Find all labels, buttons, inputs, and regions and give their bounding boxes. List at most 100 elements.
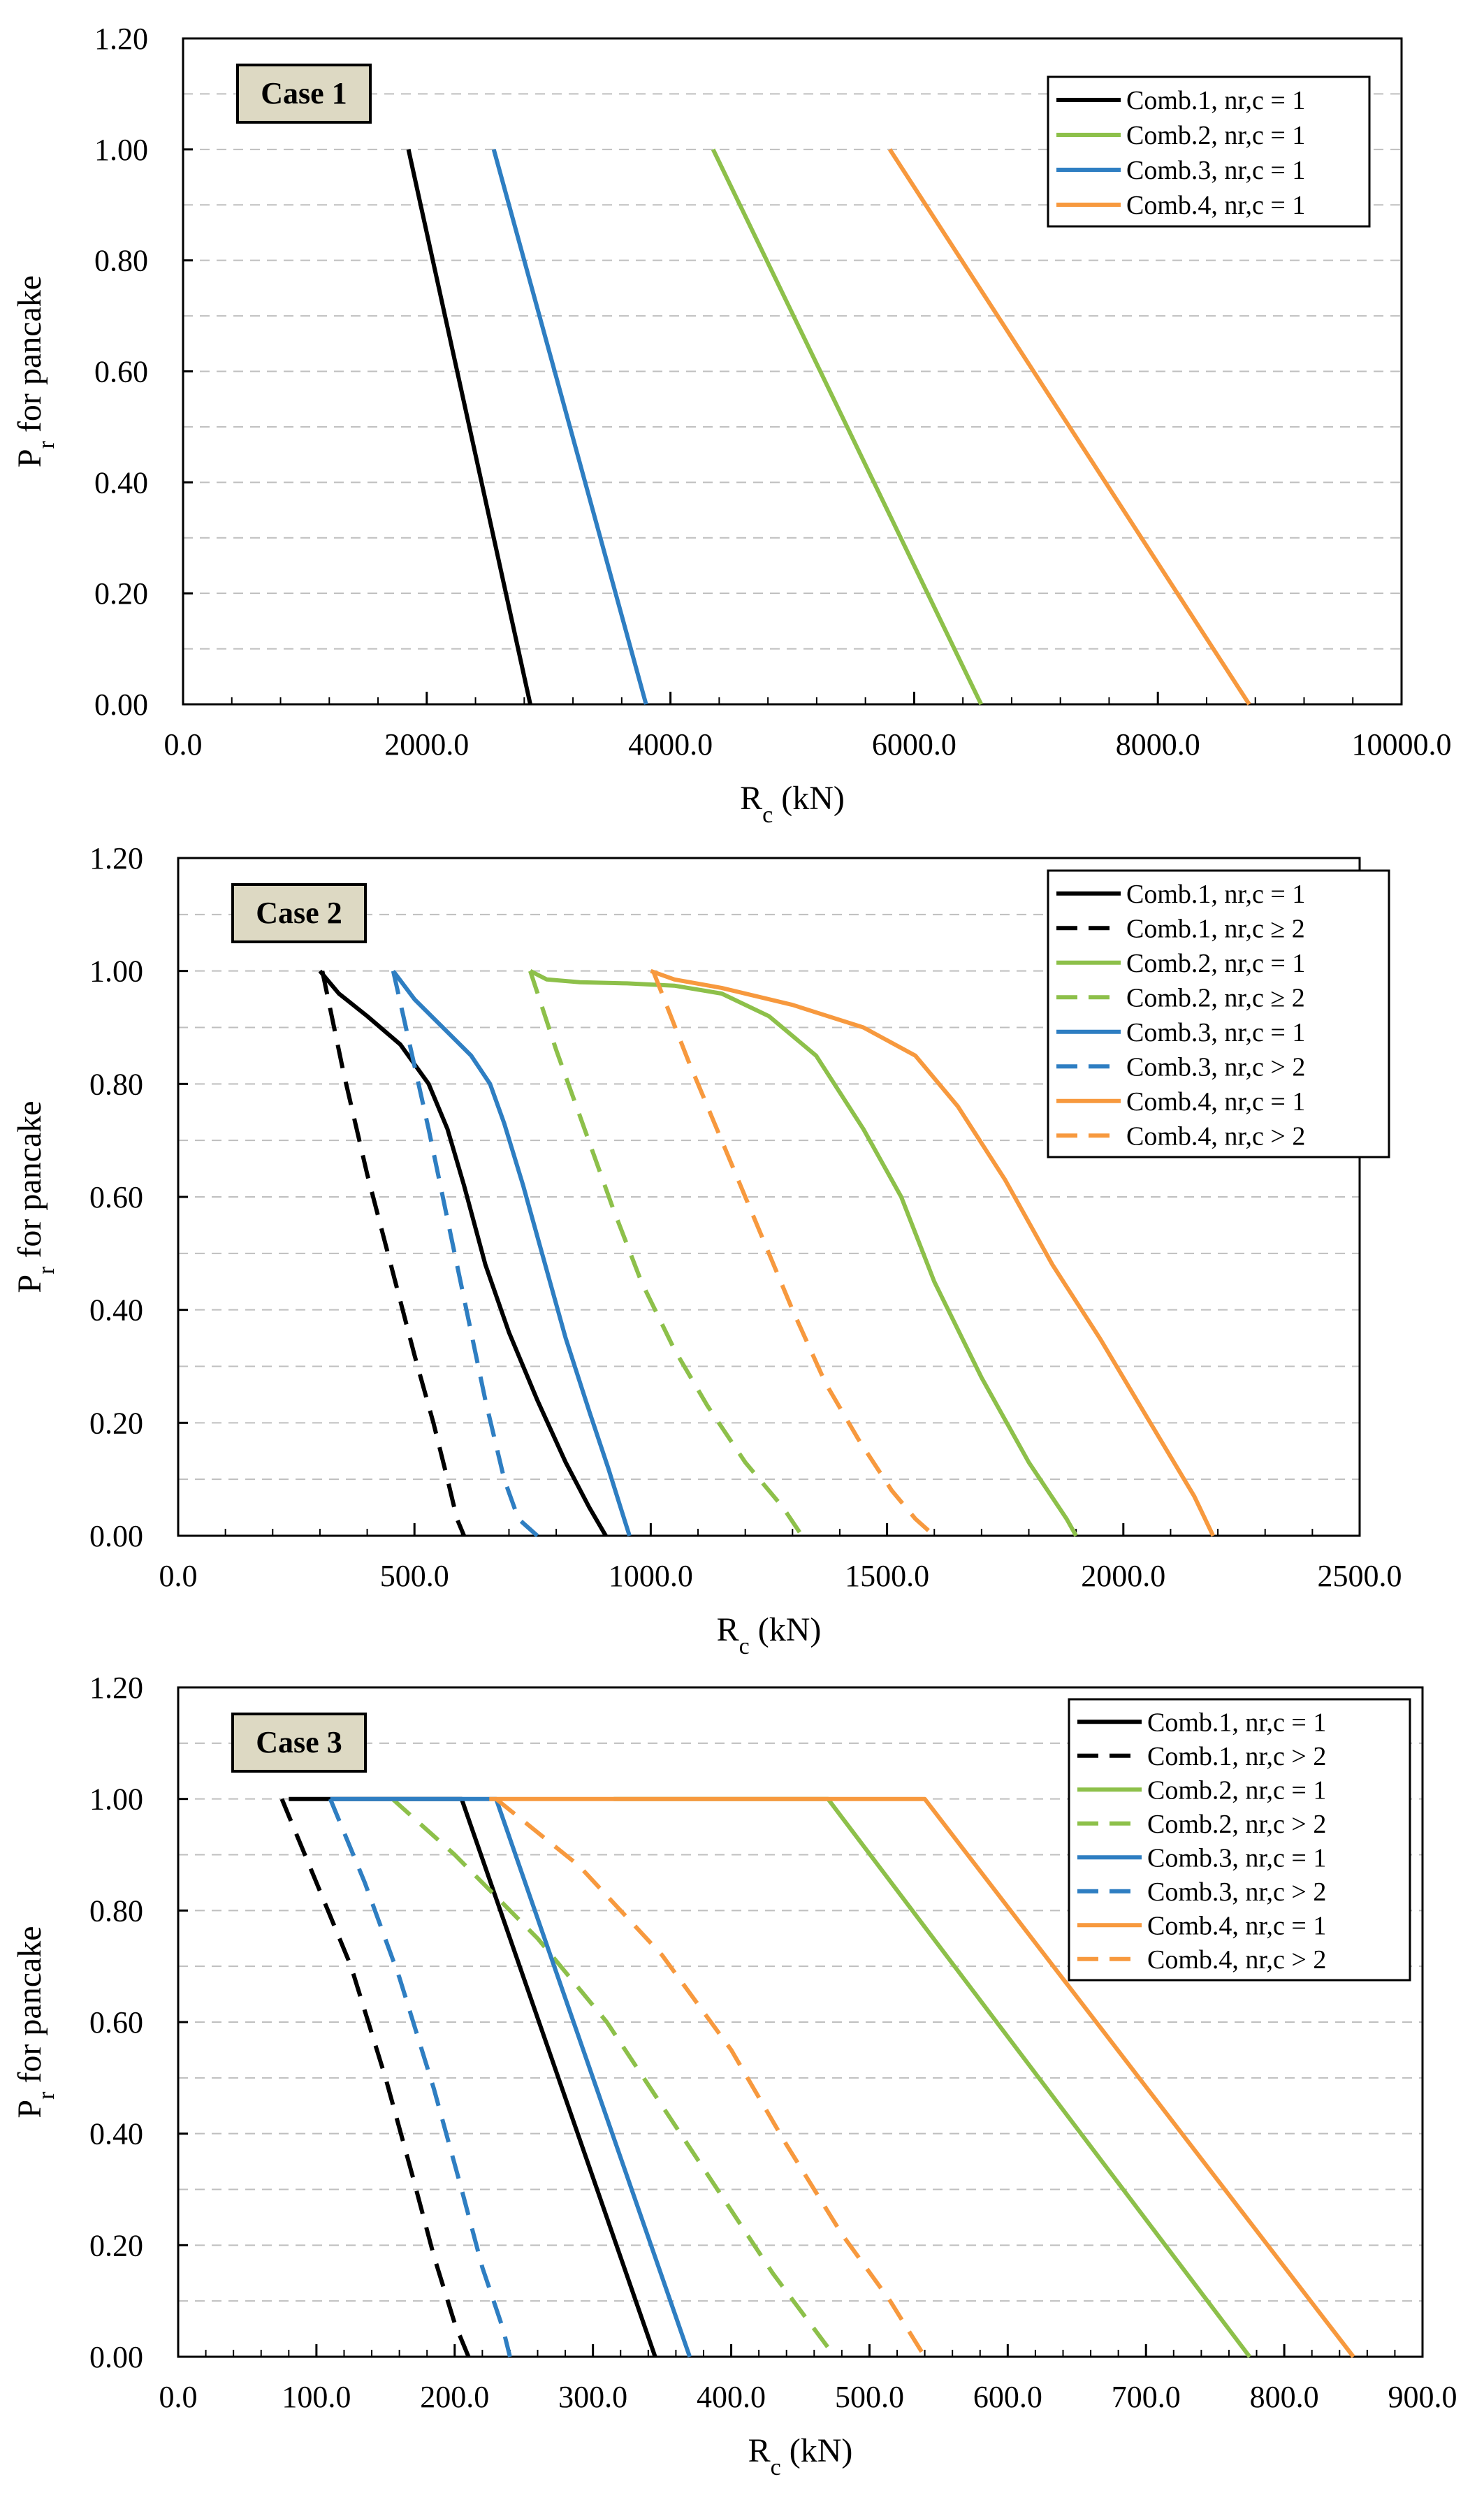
x-axis-title: Rc (kN) — [740, 780, 845, 828]
series-line-1 — [406, 149, 532, 705]
x-tick-label: 6000.0 — [872, 727, 956, 762]
x-tick-label: 2000.0 — [1081, 1559, 1165, 1593]
y-tick-label: 0.80 — [89, 1894, 143, 1928]
y-tick-label: 0.40 — [89, 2117, 143, 2151]
y-tick-label: 1.00 — [94, 133, 148, 167]
x-tick-label: 200.0 — [420, 2380, 489, 2414]
legend-entry: Comb.1, nr,c ≥ 2 — [1126, 914, 1305, 943]
case-label: Case 2 — [231, 883, 367, 943]
series-line-5 — [391, 969, 632, 1536]
legend-entry: Comb.3, nr,c = 1 — [1126, 156, 1305, 185]
legend: Comb.1, nr,c = 1 Comb.1, nr,c ≥ 2 Comb.2, … — [1047, 869, 1390, 1158]
y-tick-label: 0.80 — [89, 1067, 143, 1101]
series-line-4 — [391, 1797, 837, 2358]
series-line-2 — [320, 971, 466, 1537]
legend-entry: Comb.2, nr,c = 1 — [1126, 949, 1305, 978]
legend: Comb.1, nr,c = 1 Comb.1, nr,c > 2 Comb.2, … — [1068, 1698, 1411, 1982]
y-tick-label: 0.20 — [89, 2228, 143, 2262]
x-axis-title: Rc (kN) — [748, 2432, 853, 2480]
legend-entry: Comb.4, nr,c = 1 — [1126, 1087, 1305, 1117]
y-tick-label: 0.80 — [94, 244, 148, 278]
y-tick-label: 0.20 — [94, 576, 148, 611]
y-tick-label: 1.20 — [89, 841, 143, 875]
series-line-4 — [887, 148, 1251, 706]
legend-entry: Comb.2, nr,c > 2 — [1147, 1810, 1326, 1839]
x-tick-label: 8000.0 — [1116, 727, 1200, 762]
x-tick-label: 0.0 — [164, 727, 203, 762]
case-label: Case 1 — [236, 64, 372, 124]
chart-case-2: 0.0 500.0 1000.0 1500.0 2000.0 2500.0 0.00 0.20… — [11, 841, 1402, 1659]
chart-case-3: 0.0 100.0 200.0 300.0 400.0 500.0 600.0 700.0 80… — [11, 1671, 1457, 2480]
x-tick-label: 1000.0 — [609, 1559, 693, 1593]
x-tick-label: 1500.0 — [845, 1559, 929, 1593]
legend-entry: Comb.2, nr,c ≥ 2 — [1126, 983, 1305, 1012]
legend-entry: Comb.1, nr,c > 2 — [1147, 1742, 1326, 1771]
y-tick-label: 0.60 — [89, 2005, 143, 2040]
legend-entry: Comb.4, nr,c > 2 — [1126, 1121, 1305, 1151]
y-tick-label: 0.00 — [94, 688, 148, 722]
y-tick-label: 1.00 — [89, 1782, 143, 1817]
legend-entry: Comb.4, nr,c = 1 — [1147, 1911, 1326, 1940]
x-tick-label: 300.0 — [558, 2380, 627, 2414]
legend-entry: Comb.3, nr,c > 2 — [1147, 1877, 1326, 1907]
legend-entry: Comb.1, nr,c = 1 — [1126, 880, 1305, 909]
case-label-box — [231, 883, 367, 943]
case-label-text: Case 2 — [256, 896, 342, 930]
x-tick-label: 500.0 — [380, 1559, 449, 1593]
series-line-6 — [328, 1798, 512, 2357]
x-tick-label: 100.0 — [282, 2380, 351, 2414]
legend-entry: Comb.2, nr,c = 1 — [1147, 1775, 1326, 1805]
y-axis-title: Pr for pancake — [11, 1100, 59, 1293]
legend-entry: Comb.4, nr,c > 2 — [1147, 1945, 1326, 1975]
y-tick-label: 0.20 — [89, 1406, 143, 1440]
x-tick-label: 600.0 — [973, 2380, 1042, 2414]
y-tick-label: 0.00 — [89, 2340, 143, 2374]
y-tick-label: 1.00 — [89, 954, 143, 989]
case-label-box — [231, 1713, 367, 1773]
case-label-box — [236, 64, 372, 124]
y-tick-label: 0.40 — [94, 465, 148, 500]
y-axis-title: Pr for pancake — [11, 1926, 59, 2118]
legend-entry: Comb.3, nr,c > 2 — [1126, 1052, 1305, 1082]
x-tick-label: 2000.0 — [384, 727, 469, 762]
case-label-text: Case 3 — [256, 1725, 342, 1759]
series-line-2 — [711, 148, 984, 706]
chart-case-1: 0.0 2000.0 4000.0 6000.0 8000.0 10000.0 0.00 0.… — [11, 22, 1452, 828]
x-tick-label: 800.0 — [1250, 2380, 1319, 2414]
x-tick-label: 2500.0 — [1318, 1559, 1402, 1593]
series-line-8 — [495, 1797, 927, 2358]
legend: Comb.1, nr,c = 1 Comb.2, nr,c = 1 Comb.3, … — [1047, 75, 1371, 228]
y-tick-label: 1.20 — [89, 1671, 143, 1705]
y-tick-label: 0.60 — [89, 1180, 143, 1214]
x-tick-label: 400.0 — [697, 2380, 766, 2414]
series-line-4 — [528, 970, 804, 1537]
legend-entry: Comb.1, nr,c = 1 — [1147, 1708, 1326, 1737]
legend-entry: Comb.1, nr,c = 1 — [1126, 86, 1305, 115]
case-label: Case 3 — [231, 1713, 367, 1773]
case-label-text: Case 1 — [261, 76, 347, 110]
y-tick-label: 0.00 — [89, 1519, 143, 1553]
series-line-7 — [650, 968, 1216, 1537]
legend-box — [1068, 1698, 1411, 1982]
series-line-1 — [318, 969, 608, 1537]
series-line-3 — [529, 969, 1078, 1537]
x-tick-label: 0.0 — [159, 2380, 198, 2414]
x-axis-title: Rc (kN) — [717, 1611, 822, 1659]
x-tick-label: 700.0 — [1112, 2380, 1181, 2414]
legend-entry: Comb.4, nr,c = 1 — [1126, 191, 1305, 220]
x-tick-label: 500.0 — [835, 2380, 904, 2414]
legend-entry: Comb.3, nr,c = 1 — [1147, 1843, 1326, 1873]
x-tick-label: 900.0 — [1388, 2380, 1457, 2414]
x-tick-label: 10000.0 — [1352, 727, 1452, 762]
y-tick-label: 1.20 — [94, 22, 148, 56]
legend-entry: Comb.2, nr,c = 1 — [1126, 121, 1305, 150]
legend-entry: Comb.3, nr,c = 1 — [1126, 1018, 1305, 1047]
series-line-6 — [391, 971, 539, 1538]
x-tick-label: 4000.0 — [628, 727, 713, 762]
series-line-7 — [489, 1796, 1355, 2358]
series-line-2 — [279, 1798, 471, 2358]
x-tick-label: 0.0 — [159, 1559, 198, 1593]
y-axis-title: Pr for pancake — [11, 275, 59, 467]
y-tick-label: 0.60 — [94, 355, 148, 389]
